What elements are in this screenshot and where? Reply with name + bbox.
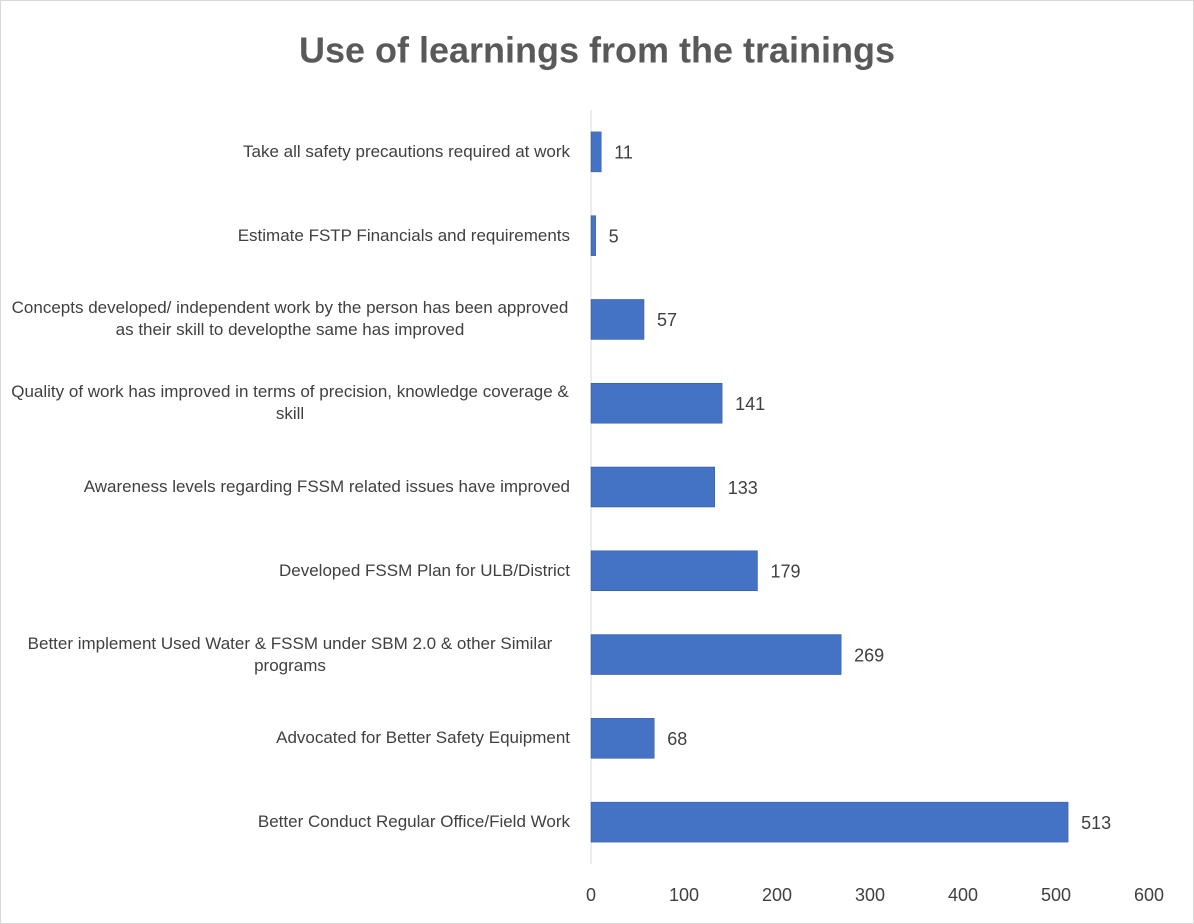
- y-tick-text: Concepts developed/ independent work by …: [11, 298, 569, 340]
- y-tick-label: Awareness levels regarding FSSM related …: [0, 476, 570, 498]
- y-tick-label: Developed FSSM Plan for ULB/District: [0, 560, 570, 582]
- data-label: 11: [614, 143, 633, 163]
- y-tick-text: Estimate FSTP Financials and requirement…: [237, 225, 570, 245]
- bar: [590, 801, 1069, 843]
- bar: [590, 466, 715, 508]
- x-tick-label: 400: [948, 885, 978, 905]
- bar: [590, 215, 596, 256]
- bar: [590, 299, 645, 340]
- y-tick-text: Better implement Used Water & FSSM under…: [27, 633, 553, 675]
- y-tick-label: Take all safety precautions required at …: [0, 141, 570, 163]
- y-tick-label: Estimate FSTP Financials and requirement…: [0, 225, 570, 247]
- data-label: 179: [770, 562, 800, 582]
- y-tick-label: Quality of work has improved in terms of…: [0, 381, 570, 425]
- x-tick-label: 200: [762, 885, 792, 905]
- data-label: 269: [854, 645, 884, 665]
- y-tick-text: Developed FSSM Plan for ULB/District: [279, 560, 570, 580]
- bar: [590, 634, 842, 675]
- x-tick-label: 0: [586, 885, 596, 905]
- data-label: 5: [609, 226, 619, 246]
- y-tick-text: Awareness levels regarding FSSM related …: [83, 477, 570, 496]
- y-tick-text: Quality of work has improved in terms of…: [11, 382, 569, 424]
- y-tick-text: Better Conduct Regular Office/Field Work: [257, 812, 570, 832]
- y-tick-label: Advocated for Better Safety Equipment: [0, 727, 570, 749]
- bar: [590, 131, 602, 173]
- bar: [590, 550, 758, 592]
- data-label: 68: [667, 729, 687, 749]
- y-tick-label: Concepts developed/ independent work by …: [0, 297, 570, 341]
- y-tick-text: Take all safety precautions required at …: [243, 141, 570, 161]
- data-label: 513: [1081, 813, 1111, 833]
- data-label: 133: [728, 478, 758, 498]
- data-label: 57: [657, 310, 677, 330]
- bar: [590, 382, 723, 424]
- y-tick-text: Advocated for Better Safety Equipment: [276, 728, 570, 748]
- y-tick-label: Better Conduct Regular Office/Field Work: [0, 811, 570, 833]
- data-label: 141: [735, 394, 765, 414]
- bar: [590, 718, 655, 759]
- x-tick-label: 500: [1041, 885, 1071, 905]
- x-tick-label: 300: [855, 885, 885, 905]
- x-tick-label: 100: [669, 885, 699, 905]
- x-tick-label: 600: [1134, 885, 1164, 905]
- chart-title: Use of learnings from the trainings: [299, 30, 895, 71]
- y-tick-label: Better implement Used Water & FSSM under…: [0, 633, 570, 677]
